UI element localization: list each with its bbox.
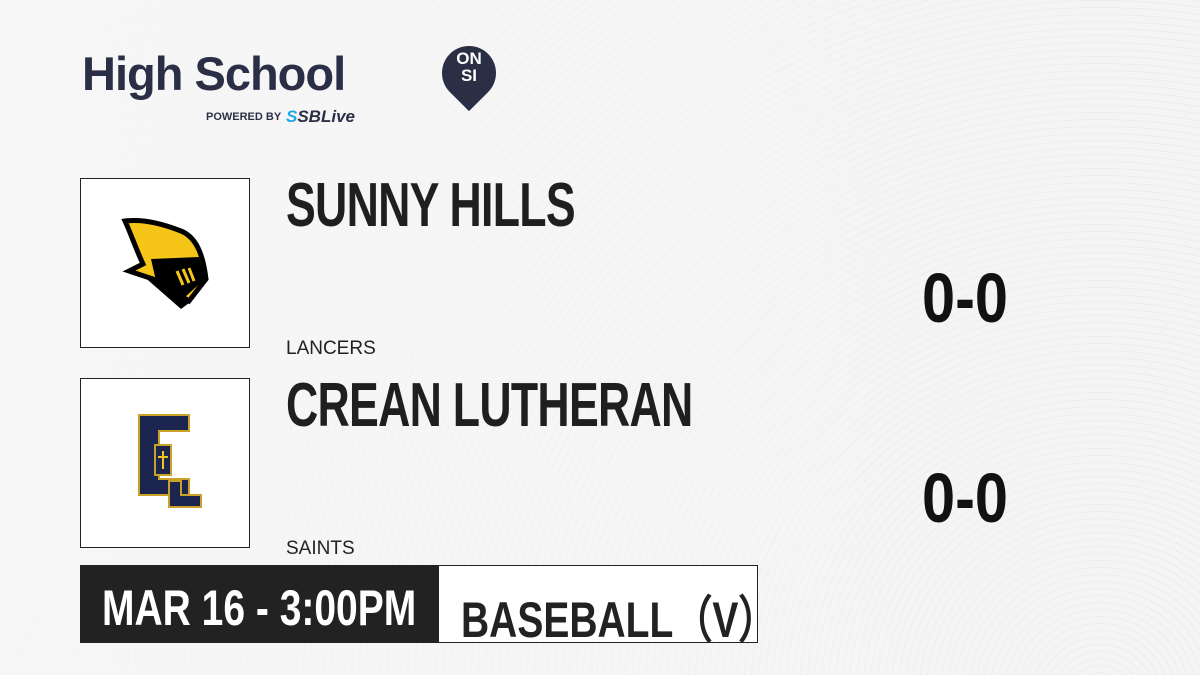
team-logo-sunny-hills	[80, 178, 250, 348]
game-datetime-box: MAR 16 - 3:00PM	[80, 565, 438, 643]
badge-bottom: SI	[460, 66, 478, 85]
team-name: SUNNY HILLS	[286, 171, 576, 240]
brand-title: High School	[82, 47, 346, 100]
game-datetime: MAR 16 - 3:00PM	[102, 580, 417, 636]
cl-monogram-icon	[138, 414, 202, 508]
powered-by: POWERED BY	[206, 111, 282, 123]
on-si-badge: ON SI	[442, 50, 496, 84]
team-record: 0-0	[922, 259, 1008, 337]
team-record: 0-0	[922, 459, 1008, 537]
team-mascot: LANCERS	[286, 338, 376, 359]
knight-helmet-icon	[121, 218, 209, 309]
team-name: CREAN LUTHERAN	[286, 371, 693, 440]
sblive-logo: SSBLive	[286, 107, 355, 127]
sport-box: BASEBALL（V）	[438, 565, 777, 648]
team-mascot: SAINTS	[286, 538, 355, 559]
team-logo-crean-lutheran	[80, 378, 250, 548]
sport-label: BASEBALL（V）	[461, 592, 778, 648]
sblive-text: SBLive	[297, 107, 355, 126]
badge-top: ON	[456, 49, 482, 68]
sblive-mark: S	[286, 107, 298, 126]
